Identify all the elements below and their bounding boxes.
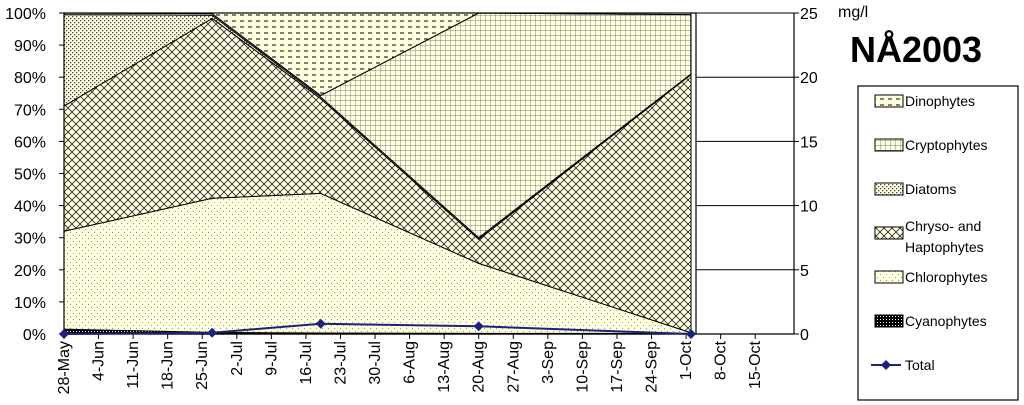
legend-box — [857, 85, 1019, 401]
x-tick-label: 30-Jul — [367, 341, 384, 385]
x-tick-label: 23-Jul — [332, 341, 349, 385]
x-tick-label: 2-Jul — [229, 341, 246, 376]
right-axis-ticks: 0 5 10 15 20 25 — [794, 6, 818, 344]
legend-swatch-chryso-and-haptophytes — [874, 226, 904, 240]
y2-tick-label: 15 — [800, 134, 818, 151]
y-tick-label: 0% — [23, 327, 46, 344]
right-axis-gridlines — [696, 12, 794, 335]
total-point — [686, 329, 697, 339]
x-tick-label: 13-Aug — [436, 341, 453, 393]
legend: Dinophytes Cryptophytes Diatoms Chryso- and… — [857, 85, 1019, 401]
legend-marker-total — [881, 360, 891, 370]
y-tick-label: 20% — [14, 263, 46, 280]
x-tick-label: 3-Sep — [540, 341, 557, 384]
y-tick-label: 50% — [14, 167, 46, 184]
legend-label-total: Total — [905, 357, 935, 373]
y-tick-label: 90% — [14, 38, 46, 55]
x-tick-label: 4-Jun — [91, 341, 108, 381]
x-tick-label: 16-Jul — [298, 341, 315, 385]
chart-title: NÅ2003 — [850, 29, 982, 70]
y-tick-label: 80% — [14, 70, 46, 87]
y-tick-label: 70% — [14, 102, 46, 119]
y-tick-label: 10% — [14, 295, 46, 312]
legend-label-diatoms: Diatoms — [905, 181, 956, 197]
x-tick-label: 11-Jun — [125, 341, 142, 389]
legend-label-chryso-and-haptophytes: Chryso- and Haptophytes — [905, 218, 984, 255]
legend-swatch-dinophytes — [874, 94, 904, 108]
legend-label-cryptophytes: Cryptophytes — [905, 137, 987, 153]
secondary-axis-unit: mg/l — [838, 4, 868, 21]
left-axis-ticks: 0% 10% 20% 30% 40% 50% 60% 70% 80% 90% 100% — [5, 6, 64, 344]
x-tick-label: 17-Sep — [609, 341, 626, 393]
y-tick-label: 100% — [5, 6, 46, 23]
x-tick-label: 27-Aug — [505, 341, 522, 393]
x-tick-label: 9-Jul — [263, 341, 280, 376]
x-tick-label: 15-Oct — [747, 340, 764, 389]
x-tick-label: 25-Jun — [194, 341, 211, 390]
x-tick-label: 20-Aug — [471, 341, 488, 393]
total-point — [315, 318, 326, 329]
x-tick-label: 28-May — [56, 341, 73, 394]
total-point — [207, 327, 218, 338]
legend-swatch-cyanophytes — [874, 314, 904, 328]
x-axis-ticks: 28-May 4-Jun 11-Jun 18-Jun 25-Jun 2-Jul 9-Jul 1… — [56, 334, 764, 394]
y-tick-label: 40% — [14, 199, 46, 216]
total-point — [59, 329, 69, 339]
y-tick-label: 60% — [14, 134, 46, 151]
legend-label-dinophytes: Dinophytes — [905, 93, 975, 109]
y2-tick-label: 10 — [800, 199, 818, 216]
y-tick-label: 30% — [14, 231, 46, 248]
x-tick-label: 24-Sep — [644, 341, 661, 393]
legend-swatch-diatoms — [874, 182, 904, 196]
x-tick-label: 8-Oct — [713, 340, 730, 380]
y2-tick-label: 0 — [800, 327, 809, 344]
legend-label-cyanophytes: Cyanophytes — [905, 313, 987, 329]
stacked-areas — [63, 12, 692, 335]
legend-swatch-chlorophytes — [874, 270, 904, 284]
x-tick-label: 18-Jun — [160, 341, 177, 390]
x-tick-label: 10-Sep — [574, 341, 591, 393]
x-tick-label: 6-Aug — [402, 341, 419, 384]
legend-swatch-cryptophytes — [874, 138, 904, 152]
x-tick-label: 1-Oct — [678, 340, 695, 380]
total-series — [59, 318, 697, 339]
total-point — [473, 321, 484, 332]
y2-tick-label: 20 — [800, 70, 818, 87]
y2-tick-label: 25 — [800, 6, 818, 23]
y2-tick-label: 5 — [800, 263, 809, 280]
legend-label-chlorophytes: Chlorophytes — [905, 269, 988, 285]
